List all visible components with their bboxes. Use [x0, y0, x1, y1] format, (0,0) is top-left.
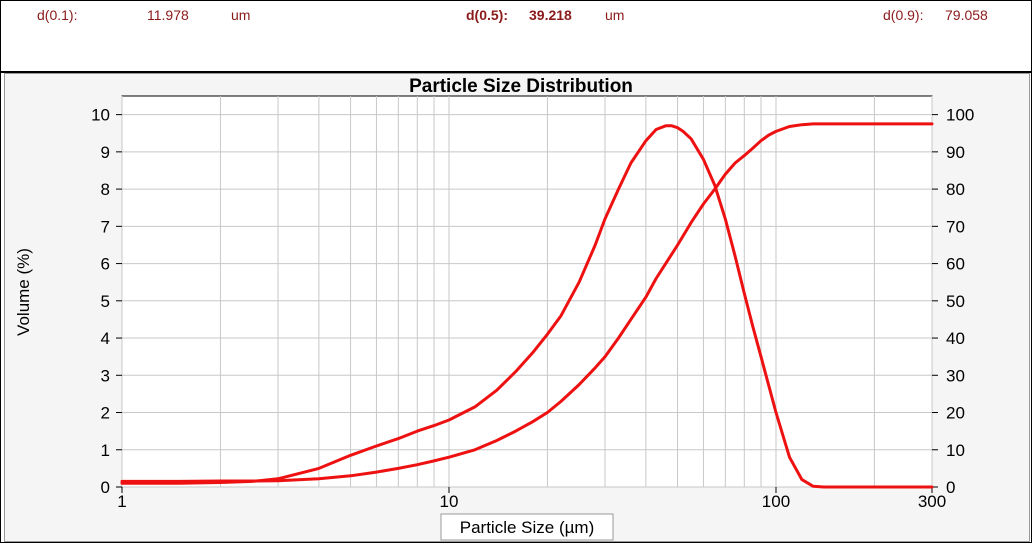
d50-value: 39.218 — [529, 7, 572, 23]
d90-label: d(0.9): — [883, 7, 924, 23]
x-axis-tick-label: 1 — [117, 492, 126, 511]
x-axis-title: Particle Size (µm) — [460, 518, 594, 537]
y-axis-tick-label: 5 — [101, 292, 110, 311]
y-axis-tick-label: 6 — [101, 255, 110, 274]
y-axis-tick-label: 2 — [101, 404, 110, 423]
y2-axis-tick-label: 70 — [946, 217, 965, 236]
d90-value: 79.058 — [945, 7, 988, 23]
y-axis-tick-label: 8 — [101, 180, 110, 199]
chart-title: Particle Size Distribution — [409, 76, 633, 97]
x-axis-tick-label: 300 — [918, 492, 946, 511]
y2-axis-tick-label: 10 — [946, 441, 965, 460]
x-axis-tick-label: 100 — [762, 492, 790, 511]
y2-axis-tick-label: 100 — [946, 106, 974, 125]
y2-axis-tick-label: 0 — [946, 478, 955, 497]
y2-axis-tick-label: 30 — [946, 366, 965, 385]
x-axis-title-box — [440, 513, 614, 541]
grid-lines — [121, 96, 933, 488]
d10-label: d(0.1): — [37, 7, 78, 23]
y2-axis-tick-label: 50 — [946, 292, 965, 311]
d10-value: 11.978 — [147, 7, 189, 23]
d50-label: d(0.5): — [466, 7, 508, 23]
d10-unit: um — [231, 7, 251, 23]
d50-unit: um — [605, 7, 625, 23]
y-axis-title: Volume (%) — [14, 248, 33, 336]
y-axis-tick-label: 3 — [101, 366, 110, 385]
y2-axis-tick-label: 20 — [946, 404, 965, 423]
y-axis-tick-label: 4 — [101, 329, 110, 348]
y-axis-tick-label: 1 — [101, 441, 110, 460]
y2-axis-tick-label: 40 — [946, 329, 965, 348]
y2-axis-tick-label: 60 — [946, 255, 965, 274]
y-axis-tick-label: 10 — [91, 106, 110, 125]
cumulative-volume-line — [120, 122, 934, 483]
percentile-stats-bar: d(0.1): 11.978 um d(0.5): 39.218 um d(0.… — [1, 1, 1031, 73]
x-axis-tick-label: 10 — [440, 492, 459, 511]
plot-background — [121, 95, 933, 488]
y-axis-tick-label: 9 — [101, 143, 110, 162]
y2-axis-tick-label: 80 — [946, 180, 965, 199]
volume-density-line — [120, 124, 934, 489]
chart-panel: Particle Size Distribution 0 1 2 3 4 5 6 7 8 9 10 0… — [4, 73, 1030, 542]
y2-axis-tick-label: 90 — [946, 143, 965, 162]
y-axis-tick-label: 7 — [101, 217, 110, 236]
series-layer — [120, 122, 934, 489]
y-axis-tick-label: 0 — [101, 478, 110, 497]
particle-size-chart: Particle Size Distribution 0123456789100… — [14, 76, 974, 541]
